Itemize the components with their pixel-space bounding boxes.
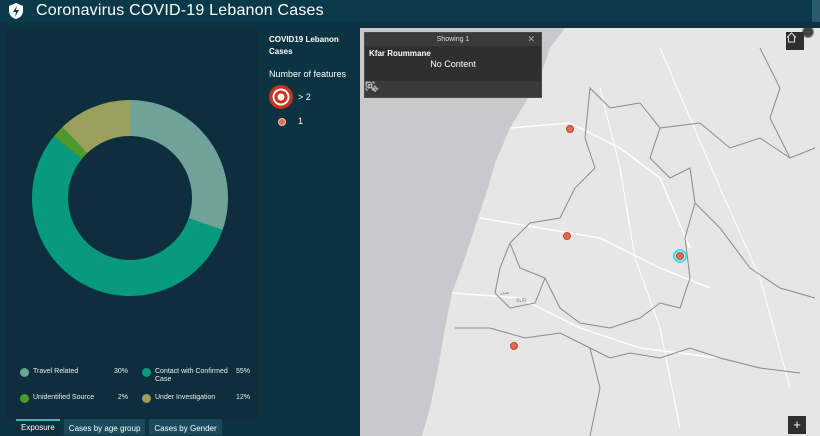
cluster-symbol-label: > 2 [298, 92, 311, 102]
chart-tabs: Exposure Cases by age group Cases by Gen… [16, 419, 226, 435]
popup-header-text: Showing 1 [436, 36, 470, 43]
tab-exposure[interactable]: Exposure [16, 419, 60, 435]
single-feature-symbol-label: 1 [298, 116, 304, 126]
map-feature-point[interactable] [566, 125, 574, 133]
legend-item-investigation[interactable]: Under Investigation 12% [142, 394, 250, 403]
donut-chart [32, 100, 228, 296]
chart-legend: Travel Related 30% Contact with Confirme… [20, 368, 250, 413]
home-button[interactable] [786, 32, 804, 50]
popup-feature-name: Kfar Roummane [369, 49, 431, 58]
donut-slice-under-investigation[interactable] [62, 100, 131, 154]
map-label-sur-ar: صور [500, 290, 510, 296]
legend-item-travel[interactable]: Travel Related 30% [20, 368, 128, 384]
popup-content: No Content [430, 59, 476, 69]
legend-item-contact[interactable]: Contact with Confirmed Case 55% [142, 368, 250, 384]
zoom-icon[interactable] [365, 81, 400, 95]
donut-slice-travel-related[interactable] [130, 100, 228, 231]
close-icon[interactable]: ✕ [527, 34, 535, 44]
legend-item-unidentified[interactable]: Unidentified Source 2% [20, 394, 128, 403]
popup-toolbar: ✥ [365, 81, 541, 97]
map-feature-point[interactable] [563, 232, 571, 240]
donut-slice-contact-with-confirmed-case[interactable] [32, 136, 223, 296]
cluster-symbol-icon [268, 84, 294, 110]
map-view[interactable]: صور SUR Showing 1 ✕ Kfar Roummane No Con… [360, 28, 820, 436]
feature-popup: Showing 1 ✕ Kfar Roummane No Content ✥ [364, 32, 542, 98]
legend-swatch [142, 368, 151, 377]
map-feature-kfar-roummane[interactable] [673, 249, 687, 263]
map-feature-point[interactable] [510, 342, 518, 350]
header-overflow [812, 0, 820, 22]
pan-icon[interactable]: ✥ [371, 83, 379, 94]
chart-panel: Travel Related 30% Contact with Confirme… [6, 28, 258, 420]
app-header: Coronavirus COVID-19 Lebanon Cases [0, 0, 820, 22]
app-title: Coronavirus COVID-19 Lebanon Cases [36, 2, 324, 19]
layer-legend-subtitle: Number of features [269, 69, 347, 79]
fullscreen-icon[interactable] [365, 81, 419, 95]
home-icon [786, 32, 797, 43]
tab-cases-by-gender[interactable]: Cases by Gender [149, 419, 222, 435]
layer-legend-title: COVID19 Lebanon Cases [269, 35, 339, 56]
legend-swatch [20, 394, 29, 403]
zoom-in-button[interactable]: + [788, 416, 806, 434]
donut-slice-unidentified-source[interactable] [53, 127, 88, 159]
tab-cases-by-age-group[interactable]: Cases by age group [63, 419, 146, 435]
shield-lightning-icon [6, 1, 26, 21]
map-label-sur: SUR [516, 298, 527, 304]
layer-legend-panel: COVID19 Lebanon Cases Number of features… [262, 28, 360, 436]
popup-header: Showing 1 ✕ [365, 33, 541, 46]
legend-swatch [142, 394, 151, 403]
single-feature-symbol-icon [278, 118, 286, 126]
legend-swatch [20, 368, 29, 377]
